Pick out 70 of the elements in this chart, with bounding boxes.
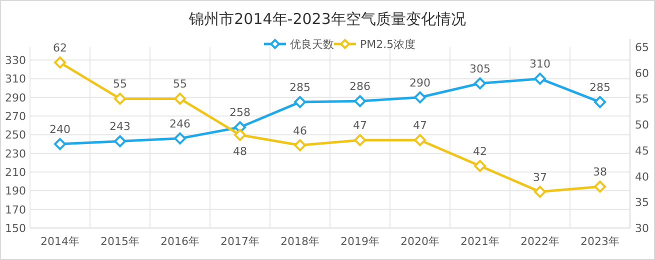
point <box>474 77 486 90</box>
data-label: 243 <box>110 120 130 134</box>
point <box>174 92 186 105</box>
point <box>54 56 66 69</box>
y-tick-label: 250 <box>5 128 26 142</box>
data-label: 47 <box>353 119 367 132</box>
x-tick-label: 2020年 <box>400 235 440 248</box>
point <box>594 96 606 108</box>
y2-tick-label: 60 <box>635 66 649 80</box>
y-tick-label: 170 <box>5 203 26 216</box>
data-label: 240 <box>50 123 70 136</box>
x-tick-label: 2023年 <box>580 235 620 248</box>
data-label: 310 <box>530 58 550 71</box>
chart-title: 锦州市2014年-2023年空气质量变化情况 <box>188 10 466 28</box>
x-tick-label: 2014年 <box>40 235 80 248</box>
point <box>54 138 66 150</box>
data-label: 305 <box>470 62 490 76</box>
data-label: 48 <box>233 144 247 158</box>
point <box>354 95 366 108</box>
point <box>534 72 546 85</box>
y2-tick-label: 35 <box>635 196 649 210</box>
point <box>534 186 546 198</box>
y2-tick-label: 45 <box>635 144 649 158</box>
data-label: 258 <box>230 106 250 120</box>
point <box>294 139 306 152</box>
point <box>414 134 426 146</box>
data-label: 37 <box>533 170 547 184</box>
legend-label: 优良天数 <box>290 38 334 51</box>
y2-tick-label: 55 <box>635 92 649 106</box>
data-label: 47 <box>413 119 427 132</box>
y2-tick-label: 30 <box>635 222 649 235</box>
x-tick-label: 2015年 <box>100 235 140 248</box>
point <box>114 92 126 105</box>
point <box>594 180 606 193</box>
data-label: 286 <box>350 80 370 94</box>
x-tick-label: 2021年 <box>460 235 500 248</box>
data-label: 285 <box>290 81 310 94</box>
y2-tick-label: 40 <box>635 170 649 184</box>
y-tick-label: 210 <box>5 166 26 180</box>
point <box>294 96 306 108</box>
data-label: 55 <box>173 78 187 91</box>
data-label: 38 <box>593 166 607 179</box>
point <box>174 132 186 144</box>
point <box>414 91 426 104</box>
data-label: 42 <box>473 144 487 158</box>
point <box>474 160 486 172</box>
y-tick-label: 190 <box>5 184 26 198</box>
y-tick-label: 230 <box>5 147 26 160</box>
legend-label: PM2.5浓度 <box>360 38 416 51</box>
point <box>234 128 246 141</box>
y-tick-label: 330 <box>5 54 26 68</box>
y-tick-label: 150 <box>5 222 26 235</box>
x-tick-label: 2019年 <box>340 235 380 248</box>
data-label: 62 <box>53 42 67 55</box>
y2-tick-label: 50 <box>635 118 649 132</box>
data-label: 246 <box>170 117 190 130</box>
y-tick-label: 270 <box>5 110 26 124</box>
data-label: 290 <box>410 76 430 90</box>
x-tick-label: 2017年 <box>220 235 260 248</box>
x-tick-label: 2018年 <box>280 235 320 248</box>
x-tick-label: 2022年 <box>520 235 560 248</box>
data-label: 285 <box>590 81 610 94</box>
data-label: 46 <box>293 124 307 138</box>
data-label: 55 <box>113 78 127 91</box>
point <box>114 135 126 148</box>
y-tick-label: 290 <box>5 91 26 104</box>
x-tick-label: 2016年 <box>160 235 200 248</box>
y-tick-label: 310 <box>5 72 26 86</box>
point <box>354 134 366 146</box>
y2-tick-label: 65 <box>635 41 649 54</box>
